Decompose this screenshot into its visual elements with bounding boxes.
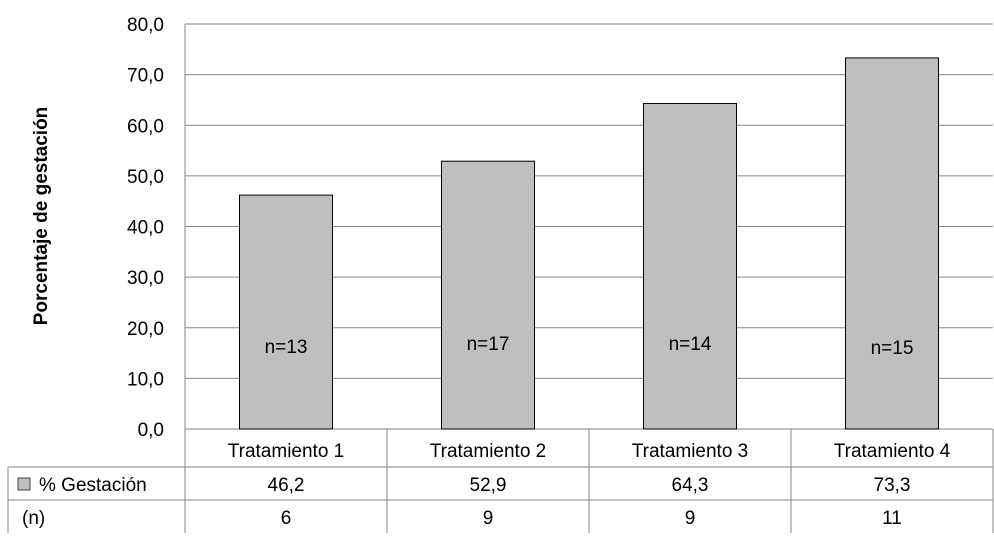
y-tick-label: 60,0 [127, 116, 164, 137]
bar-label: n=14 [669, 334, 712, 355]
table-cell: 6 [281, 508, 292, 529]
x-category-label: Tratamiento 1 [228, 441, 345, 462]
table-cell: 52,9 [470, 475, 507, 496]
bar [441, 160, 535, 430]
table-row-label: (n) [22, 508, 45, 529]
y-tick-label: 10,0 [127, 369, 164, 390]
table-cell: 64,3 [672, 475, 709, 496]
bar [643, 102, 737, 430]
table-cell: 11 [882, 508, 902, 529]
table-cell: 73,3 [874, 475, 911, 496]
bar [239, 194, 333, 430]
bar [845, 57, 939, 430]
x-category-label: Tratamiento 4 [834, 441, 951, 462]
table-cell: 9 [685, 508, 696, 529]
y-tick-label: 0,0 [138, 420, 164, 441]
y-axis-label: Porcentaje de gestación [31, 107, 52, 326]
legend-key [17, 477, 31, 491]
bars: n=13 n=17 n=14 n=15 [239, 57, 939, 430]
y-tick-label: 70,0 [127, 66, 164, 87]
x-category-label: Tratamiento 3 [632, 441, 749, 462]
y-tick-label: 30,0 [127, 268, 164, 289]
x-category-label: Tratamiento 2 [430, 441, 547, 462]
y-tick-label: 80,0 [127, 15, 164, 36]
table-cell: 9 [483, 508, 494, 529]
y-tick-label: 20,0 [127, 319, 164, 340]
bar-label: n=17 [467, 334, 510, 355]
y-tick-label: 50,0 [127, 167, 164, 188]
bar-label: n=15 [871, 338, 914, 359]
table-cell: 46,2 [268, 475, 305, 496]
bar-label: n=13 [265, 337, 308, 358]
data-table: Tratamiento 1 Tratamiento 2 Tratamiento 3 T… [7, 24, 994, 533]
y-tick-label: 40,0 [127, 218, 164, 239]
table-row-label: % Gestación [39, 475, 147, 496]
y-axis-ticks: 0,0 10,0 20,0 30,0 40,0 50,0 60,0 70,0 80,0 [127, 15, 164, 441]
